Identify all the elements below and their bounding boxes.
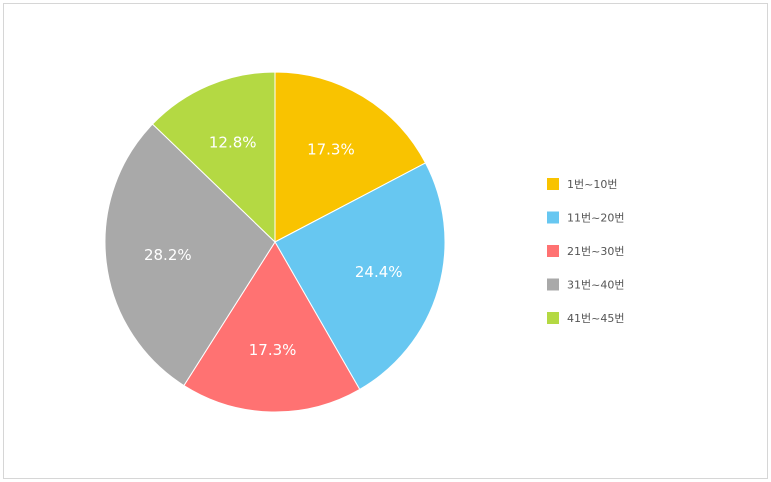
legend-label-5: 41번~45번 <box>567 312 624 325</box>
pie-slice-4 <box>104 123 276 387</box>
pie-slice-2 <box>274 162 446 391</box>
legend-swatch-5 <box>547 312 559 324</box>
slice-label-2: 24.4% <box>355 263 403 281</box>
pie-slice-5 <box>151 71 276 244</box>
pie-slices <box>104 71 446 413</box>
legend-swatch-4 <box>547 278 559 291</box>
pie-slice-3 <box>183 241 361 413</box>
pie-slice-labels: 17.3% 24.4% 17.3% 28.2% 12.8% <box>144 134 403 359</box>
legend-label-3: 21번~30번 <box>567 245 624 258</box>
slice-label-4: 28.2% <box>144 246 192 264</box>
legend-swatch-1 <box>547 178 559 190</box>
legend: 1번~10번 11번~20번 21번~30번 31번~40번 41번~45번 <box>547 178 624 325</box>
legend-label-4: 31번~40번 <box>567 279 624 292</box>
slice-label-3: 17.3% <box>249 341 297 359</box>
slice-label-1: 17.3% <box>307 141 355 159</box>
legend-swatch-2 <box>547 211 559 224</box>
slice-label-5: 12.8% <box>209 134 257 152</box>
legend-swatch-3 <box>547 245 559 257</box>
legend-label-1: 1번~10번 <box>567 178 617 191</box>
pie-slice-1 <box>274 71 427 243</box>
legend-label-2: 11번~20번 <box>567 212 624 225</box>
